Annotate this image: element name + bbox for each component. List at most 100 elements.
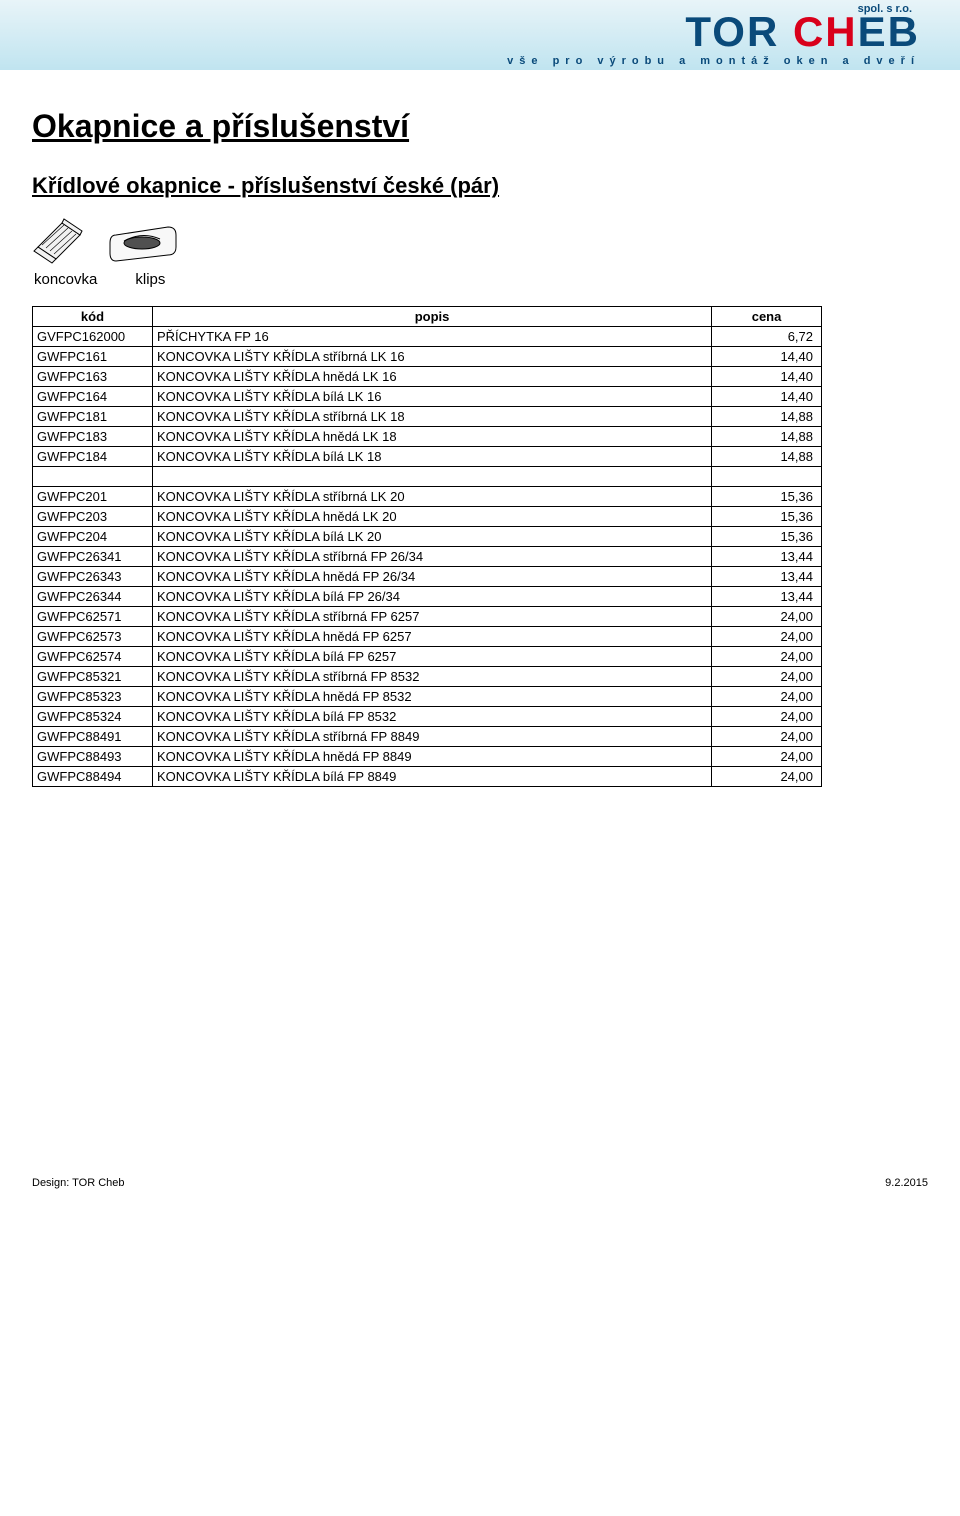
logo-block: spol. s r.o. TOR CHEB vše pro výrobu a m… (507, 3, 920, 67)
page-content: Okapnice a příslušenství Křídlové okapni… (0, 70, 960, 787)
cell-desc: KONCOVKA LIŠTY KŘÍDLA bílá LK 20 (152, 527, 711, 547)
label-klips: klips (135, 271, 165, 288)
table-row: GWFPC164KONCOVKA LIŠTY KŘÍDLA bílá LK 16… (33, 387, 822, 407)
table-row: GWFPC201KONCOVKA LIŠTY KŘÍDLA stříbrná L… (33, 487, 822, 507)
cell-code: GWFPC161 (33, 347, 153, 367)
cell-desc: KONCOVKA LIŠTY KŘÍDLA stříbrná LK 18 (152, 407, 711, 427)
cell-price: 13,44 (712, 547, 822, 567)
cell-code: GWFPC163 (33, 367, 153, 387)
cell-desc: KONCOVKA LIŠTY KŘÍDLA hnědá LK 16 (152, 367, 711, 387)
section-title: Křídlové okapnice - příslušenství české … (32, 173, 928, 199)
cell-desc: KONCOVKA LIŠTY KŘÍDLA hnědá FP 6257 (152, 627, 711, 647)
cell-code: GVFPC162000 (33, 327, 153, 347)
cell-code: GWFPC26344 (33, 587, 153, 607)
cell-desc: KONCOVKA LIŠTY KŘÍDLA stříbrná FP 8532 (152, 667, 711, 687)
page-footer: Design: TOR Cheb 9.2.2015 (0, 1177, 960, 1209)
cell-desc: KONCOVKA LIŠTY KŘÍDLA stříbrná LK 20 (152, 487, 711, 507)
cell-desc: KONCOVKA LIŠTY KŘÍDLA hnědá LK 20 (152, 507, 711, 527)
cell-code: GWFPC184 (33, 447, 153, 467)
cell-desc: KONCOVKA LIŠTY KŘÍDLA hnědá FP 8532 (152, 687, 711, 707)
table-spacer-row (33, 467, 822, 487)
product-icon-labels: koncovka klips (32, 271, 928, 288)
table-row: GWFPC203KONCOVKA LIŠTY KŘÍDLA hnědá LK 2… (33, 507, 822, 527)
table-row: GWFPC163KONCOVKA LIŠTY KŘÍDLA hnědá LK 1… (33, 367, 822, 387)
footer-left: Design: TOR Cheb (32, 1177, 125, 1189)
col-header-code: kód (33, 307, 153, 327)
cell-code: GWFPC62571 (33, 607, 153, 627)
cell-desc: KONCOVKA LIŠTY KŘÍDLA hnědá FP 8849 (152, 747, 711, 767)
cell-price: 15,36 (712, 507, 822, 527)
table-row: GWFPC26344KONCOVKA LIŠTY KŘÍDLA bílá FP … (33, 587, 822, 607)
table-row: GWFPC183KONCOVKA LIŠTY KŘÍDLA hnědá LK 1… (33, 427, 822, 447)
table-row: GWFPC62573KONCOVKA LIŠTY KŘÍDLA hnědá FP… (33, 627, 822, 647)
cell-desc: KONCOVKA LIŠTY KŘÍDLA hnědá LK 18 (152, 427, 711, 447)
cell-price: 13,44 (712, 587, 822, 607)
cell-desc: KONCOVKA LIŠTY KŘÍDLA bílá FP 8532 (152, 707, 711, 727)
table-row: GWFPC204KONCOVKA LIŠTY KŘÍDLA bílá LK 20… (33, 527, 822, 547)
cell-code: GWFPC26341 (33, 547, 153, 567)
table-row: GWFPC62571KONCOVKA LIŠTY KŘÍDLA stříbrná… (33, 607, 822, 627)
cell-desc: KONCOVKA LIŠTY KŘÍDLA stříbrná FP 8849 (152, 727, 711, 747)
cell-code: GWFPC183 (33, 427, 153, 447)
table-header-row: kód popis cena (33, 307, 822, 327)
price-table: kód popis cena GVFPC162000PŘÍCHYTKA FP 1… (32, 306, 822, 787)
col-header-desc: popis (152, 307, 711, 327)
cell-code: GWFPC26343 (33, 567, 153, 587)
cell-code: GWFPC85323 (33, 687, 153, 707)
cell-desc: KONCOVKA LIŠTY KŘÍDLA bílá FP 6257 (152, 647, 711, 667)
cell-price: 14,88 (712, 407, 822, 427)
cell-desc: KONCOVKA LIŠTY KŘÍDLA hnědá FP 26/34 (152, 567, 711, 587)
label-koncovka: koncovka (34, 271, 97, 288)
logo-tagline: vše pro výrobu a montáž oken a dveří (507, 55, 920, 67)
logo-part-b: CH (793, 8, 858, 55)
logo-part-a: TOR (685, 8, 793, 55)
cell-code: GWFPC204 (33, 527, 153, 547)
cell-price: 14,40 (712, 367, 822, 387)
table-row: GWFPC161KONCOVKA LIŠTY KŘÍDLA stříbrná L… (33, 347, 822, 367)
cell-code: GWFPC201 (33, 487, 153, 507)
cell-code: GWFPC88491 (33, 727, 153, 747)
cell-code: GWFPC62574 (33, 647, 153, 667)
page-title: Okapnice a příslušenství (32, 108, 928, 145)
cell-code: GWFPC88493 (33, 747, 153, 767)
cell-code: GWFPC62573 (33, 627, 153, 647)
table-row: GWFPC181KONCOVKA LIŠTY KŘÍDLA stříbrná L… (33, 407, 822, 427)
table-row: GWFPC88491KONCOVKA LIŠTY KŘÍDLA stříbrná… (33, 727, 822, 747)
cell-code: GWFPC88494 (33, 767, 153, 787)
cell-desc: KONCOVKA LIŠTY KŘÍDLA bílá FP 26/34 (152, 587, 711, 607)
cell-code: GWFPC181 (33, 407, 153, 427)
logo-part-c: EB (858, 8, 920, 55)
cell-desc: KONCOVKA LIŠTY KŘÍDLA bílá FP 8849 (152, 767, 711, 787)
cell-price: 6,72 (712, 327, 822, 347)
cell-desc: KONCOVKA LIŠTY KŘÍDLA stříbrná LK 16 (152, 347, 711, 367)
cell-code: GWFPC164 (33, 387, 153, 407)
cell-desc: KONCOVKA LIŠTY KŘÍDLA stříbrná FP 6257 (152, 607, 711, 627)
koncovka-icon (32, 213, 90, 265)
cell-code: GWFPC85324 (33, 707, 153, 727)
table-row: GWFPC26343KONCOVKA LIŠTY KŘÍDLA hnědá FP… (33, 567, 822, 587)
footer-right: 9.2.2015 (885, 1177, 928, 1189)
cell-code: GWFPC85321 (33, 667, 153, 687)
col-header-price: cena (712, 307, 822, 327)
cell-code: GWFPC203 (33, 507, 153, 527)
cell-desc: KONCOVKA LIŠTY KŘÍDLA bílá LK 16 (152, 387, 711, 407)
table-row: GWFPC184KONCOVKA LIŠTY KŘÍDLA bílá LK 18… (33, 447, 822, 467)
cell-price: 14,88 (712, 447, 822, 467)
table-row: GWFPC26341KONCOVKA LIŠTY KŘÍDLA stříbrná… (33, 547, 822, 567)
cell-price: 15,36 (712, 487, 822, 507)
header-banner: spol. s r.o. TOR CHEB vše pro výrobu a m… (0, 0, 960, 70)
table-row: GWFPC85323KONCOVKA LIŠTY KŘÍDLA hnědá FP… (33, 687, 822, 707)
cell-desc: KONCOVKA LIŠTY KŘÍDLA bílá LK 18 (152, 447, 711, 467)
cell-price: 24,00 (712, 647, 822, 667)
cell-price: 24,00 (712, 727, 822, 747)
table-row: GVFPC162000PŘÍCHYTKA FP 166,72 (33, 327, 822, 347)
klips-icon (108, 217, 182, 265)
cell-price: 24,00 (712, 747, 822, 767)
cell-price: 13,44 (712, 567, 822, 587)
table-row: GWFPC85321KONCOVKA LIŠTY KŘÍDLA stříbrná… (33, 667, 822, 687)
table-row: GWFPC88493KONCOVKA LIŠTY KŘÍDLA hnědá FP… (33, 747, 822, 767)
cell-price: 24,00 (712, 707, 822, 727)
table-row: GWFPC85324KONCOVKA LIŠTY KŘÍDLA bílá FP … (33, 707, 822, 727)
cell-price: 15,36 (712, 527, 822, 547)
cell-price: 24,00 (712, 767, 822, 787)
